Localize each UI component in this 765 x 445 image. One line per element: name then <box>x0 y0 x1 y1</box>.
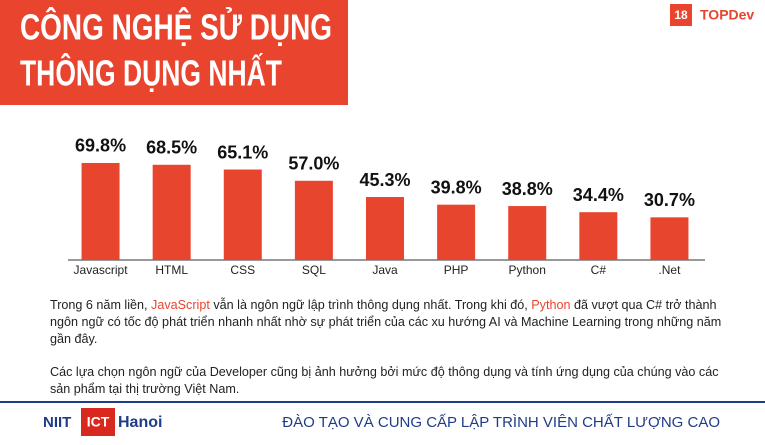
bar <box>81 162 120 260</box>
text: vẫn là ngôn ngữ lập trình thông dụng nhấ… <box>209 298 532 312</box>
bar <box>223 169 262 260</box>
x-tick-label: Javascript <box>74 263 129 277</box>
text: Trong 6 năm liền, <box>50 298 152 312</box>
highlight: Python <box>531 298 571 312</box>
x-tick-label: Python <box>509 263 546 277</box>
logo-part: NIIT <box>43 414 71 431</box>
value-label: 34.4% <box>573 185 624 205</box>
value-label: 45.3% <box>359 170 410 190</box>
bar <box>152 164 191 260</box>
logo-part: ICT <box>87 414 110 430</box>
bar <box>294 180 333 260</box>
x-tick-label: SQL <box>302 263 326 277</box>
x-tick-label: C# <box>591 263 607 277</box>
x-tick-label: Java <box>372 263 398 277</box>
bar <box>366 197 404 260</box>
logo-box <box>81 408 115 436</box>
value-label: 39.8% <box>431 177 482 197</box>
bar <box>579 212 618 260</box>
value-label: 68.5% <box>146 138 197 158</box>
page-number: 18 <box>674 8 688 22</box>
x-tick-label: CSS <box>230 263 255 277</box>
bar <box>437 204 476 260</box>
title-line: THÔNG DỤNG NHẤT <box>20 52 282 94</box>
slogan: ĐÀO TẠO VÀ CUNG CẤP LẬP TRÌNH VIÊN CHẤT … <box>282 414 720 431</box>
highlight: JavaScript <box>151 298 210 312</box>
value-label: 30.7% <box>644 190 695 210</box>
x-tick-label: .Net <box>658 263 681 277</box>
value-label: 38.8% <box>502 179 553 199</box>
logo-part: Hanoi <box>118 414 162 431</box>
brand: TOPDev <box>700 7 754 23</box>
title-line: CÔNG NGHỆ SỬ DỤNG <box>20 6 332 48</box>
value-label: 65.1% <box>217 142 268 162</box>
x-tick-label: HTML <box>155 263 188 277</box>
bar <box>508 206 547 260</box>
value-label: 69.8% <box>75 136 126 156</box>
x-tick-label: PHP <box>444 263 469 277</box>
paragraph: Các lựa chọn ngôn ngữ của Developer cũng… <box>50 364 730 398</box>
text: đã vượt qua C# trở thành ngôn ngữ có tốc… <box>50 298 722 346</box>
page-badge <box>670 4 692 26</box>
logo-box <box>42 410 82 434</box>
title-box <box>0 0 348 105</box>
value-label: 57.0% <box>288 154 339 174</box>
text: Các lựa chọn ngôn ngữ của Developer cũng… <box>50 365 719 396</box>
paragraph: Trong 6 năm liền, JavaScript vẫn là ngôn… <box>50 297 730 348</box>
bar <box>650 217 689 260</box>
